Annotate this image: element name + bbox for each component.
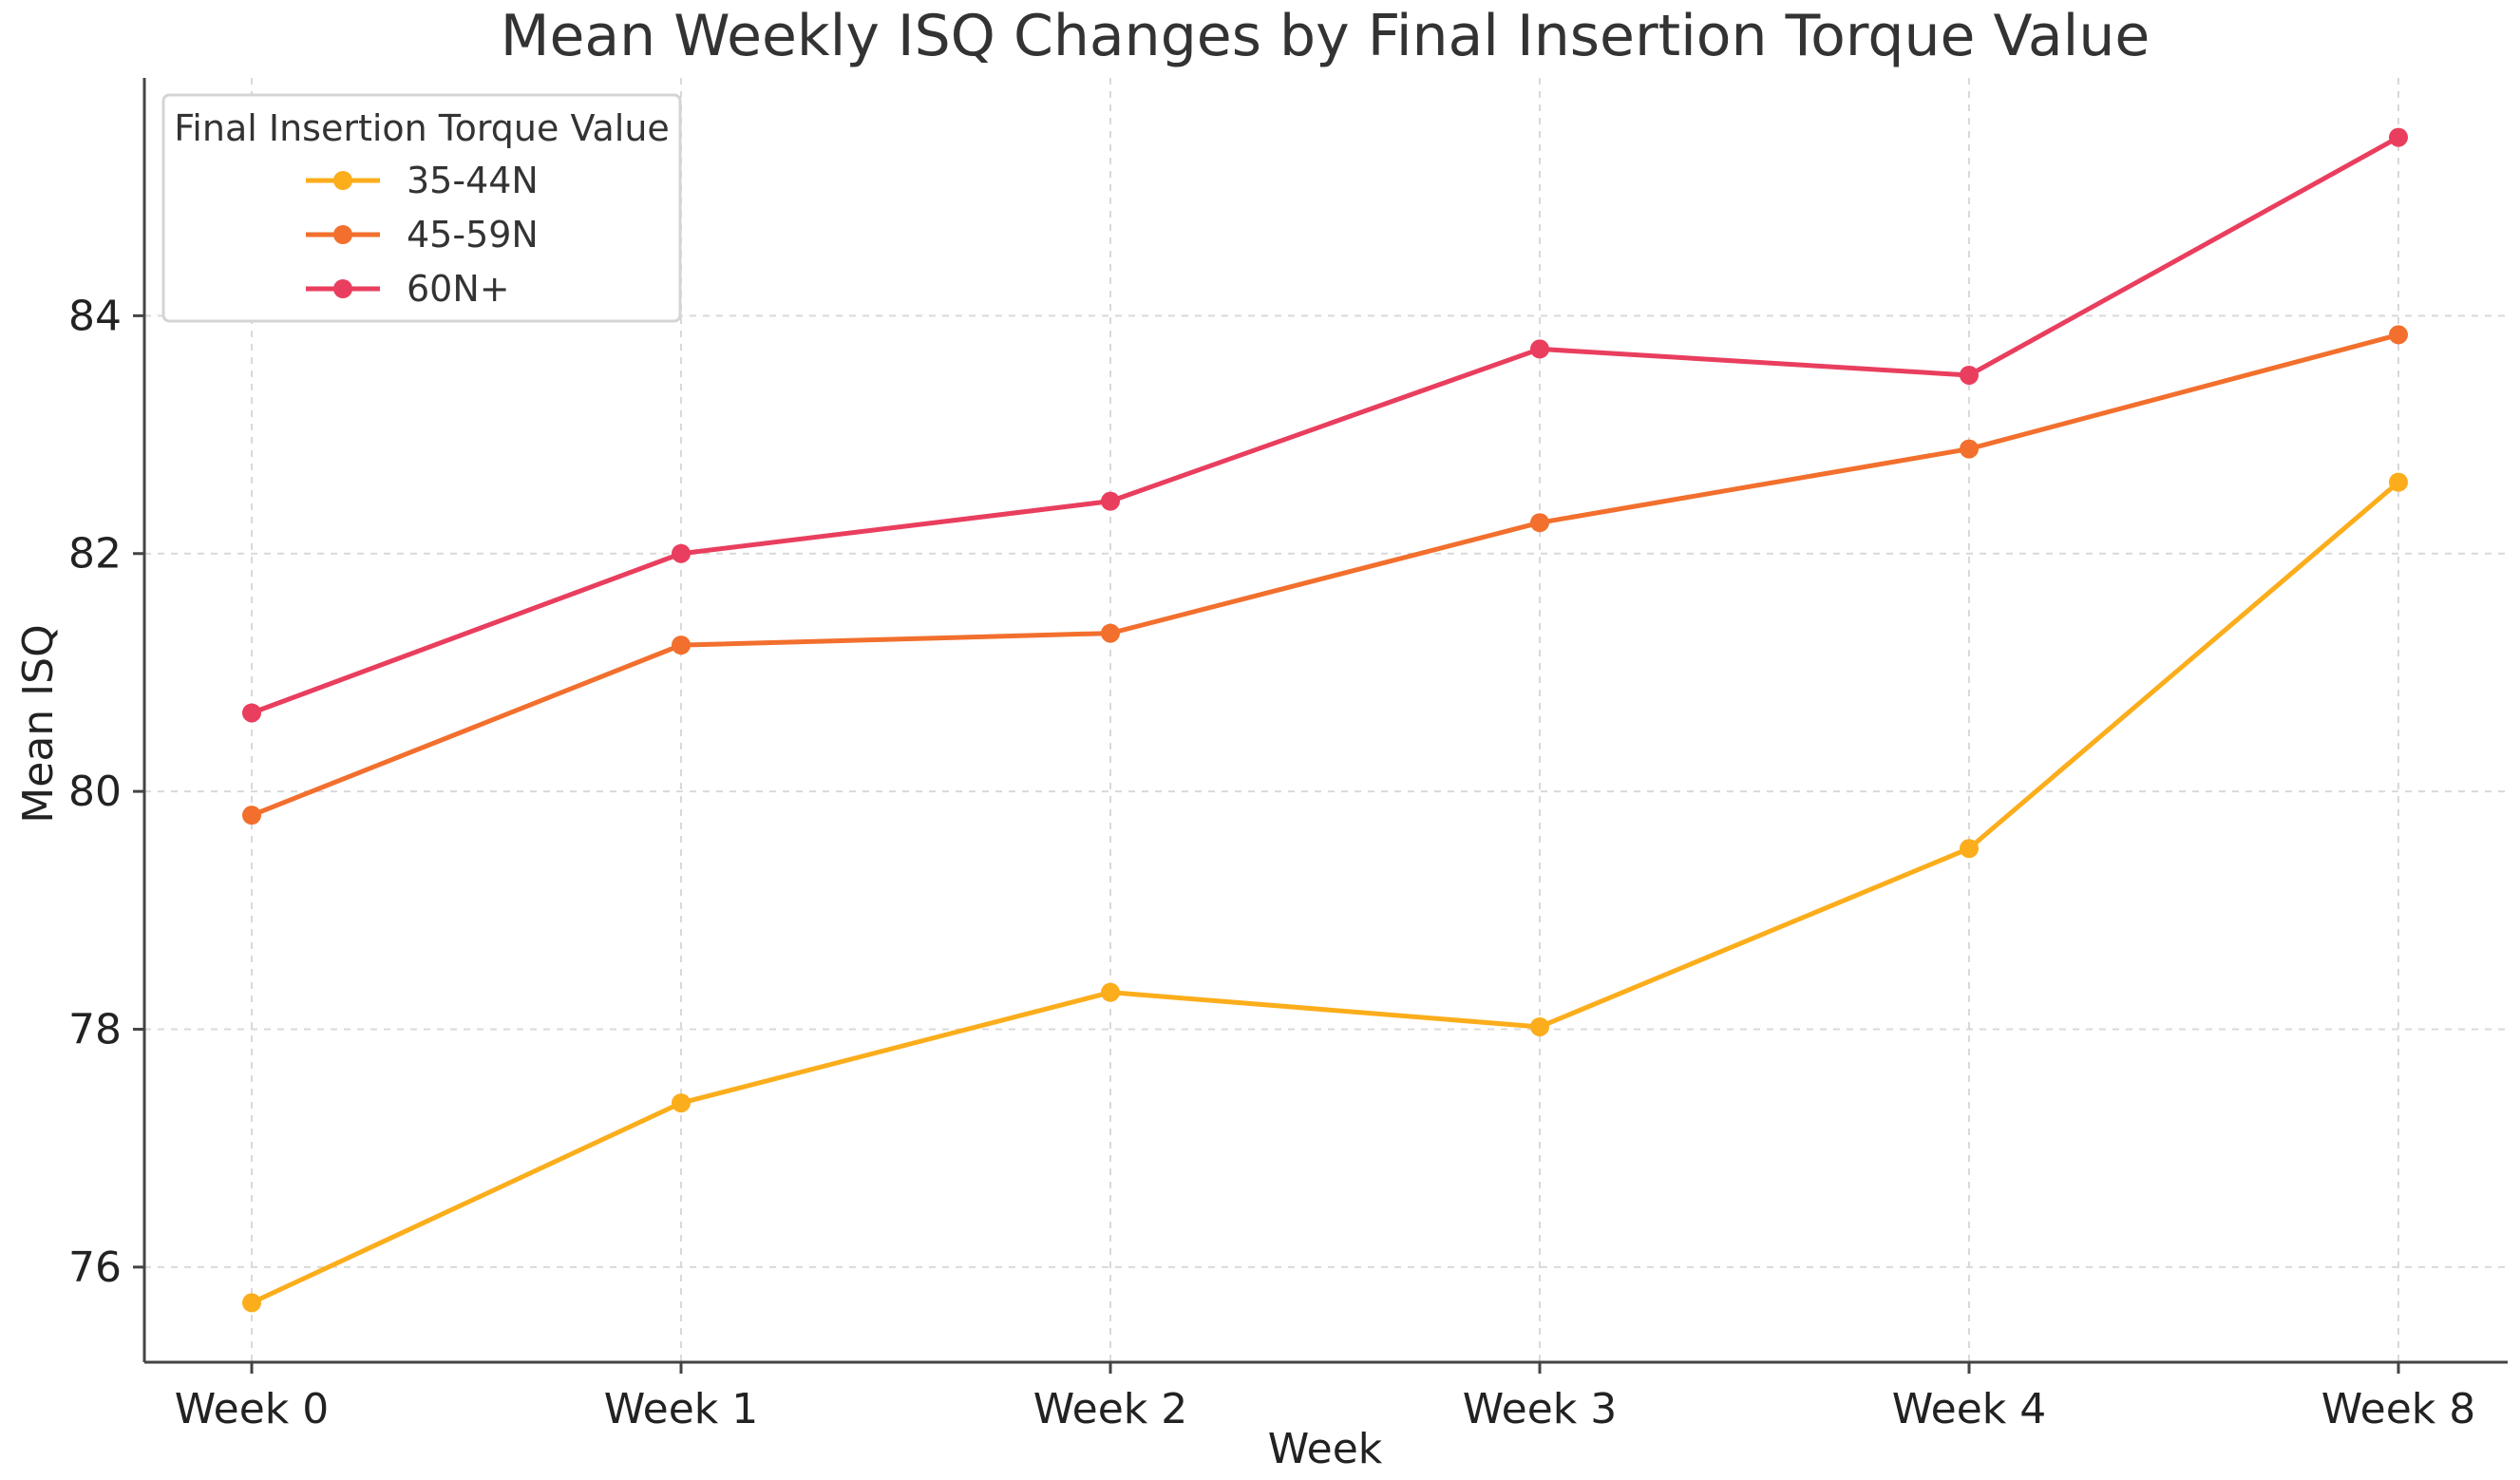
data-point-35-44n xyxy=(242,1293,261,1313)
data-point-35-44n xyxy=(2389,472,2408,492)
x-tick-label: Week 2 xyxy=(1033,1385,1188,1433)
y-axis-label: Mean ISQ xyxy=(14,624,63,823)
y-tick-label: 80 xyxy=(68,768,122,816)
legend-label: 45-59N xyxy=(407,214,539,256)
x-tick-label: Week 1 xyxy=(604,1385,759,1433)
series-35-44n xyxy=(242,472,2408,1313)
y-tick-label: 78 xyxy=(68,1005,122,1053)
legend-entry-60n: 60N+ xyxy=(306,268,510,310)
data-point-60n xyxy=(1101,491,1120,511)
x-tick-label: Week 8 xyxy=(2321,1385,2476,1433)
series-60n xyxy=(242,127,2408,723)
data-point-60n xyxy=(1960,365,1979,385)
data-point-60n xyxy=(2389,127,2408,147)
data-point-45-59n xyxy=(2389,325,2408,345)
x-tick-label: Week 3 xyxy=(1463,1385,1618,1433)
series-line-60n xyxy=(249,135,2401,715)
data-point-35-44n xyxy=(1960,839,1979,859)
data-point-45-59n xyxy=(672,636,691,655)
x-axis-label: Week xyxy=(1268,1425,1383,1473)
legend-marker xyxy=(333,171,352,190)
data-point-35-44n xyxy=(672,1093,691,1113)
y-tick-label: 76 xyxy=(68,1243,122,1292)
data-point-35-44n xyxy=(1530,1016,1549,1036)
chart-title: Mean Weekly ISQ Changes by Final Inserti… xyxy=(501,3,2151,69)
legend: Final Insertion Torque Value 35-44N 45-59… xyxy=(161,93,682,323)
axes xyxy=(133,78,2508,1374)
data-point-45-59n xyxy=(1530,513,1549,533)
x-tick-label: Week 4 xyxy=(1892,1385,2047,1433)
legend-entries: 35-44N 45-59N 60N+ xyxy=(306,160,539,310)
data-point-45-59n xyxy=(1101,623,1120,643)
tick-labels: Week 0 Week 1 Week 2 Week 3 Week 4 Week 8 76 78… xyxy=(68,292,2475,1433)
legend-label: 60N+ xyxy=(407,268,510,310)
series-line-45-59n xyxy=(249,332,2401,818)
legend-box xyxy=(161,93,682,323)
data-point-60n xyxy=(672,543,691,563)
series-line-35-44n xyxy=(249,480,2401,1305)
y-tick-label: 82 xyxy=(68,530,122,579)
data-point-35-44n xyxy=(1101,982,1120,1002)
y-tick-label: 84 xyxy=(68,292,122,340)
data-point-45-59n xyxy=(1960,439,1979,459)
data-point-45-59n xyxy=(242,806,261,825)
data-point-60n xyxy=(242,703,261,723)
series-lines xyxy=(242,127,2408,1313)
legend-entry-45-59n: 45-59N xyxy=(306,214,539,256)
legend-entry-35-44n: 35-44N xyxy=(306,160,539,201)
legend-label: 35-44N xyxy=(407,160,539,201)
legend-marker xyxy=(333,279,352,298)
legend-marker xyxy=(333,225,352,244)
x-tick-label: Week 0 xyxy=(175,1385,330,1433)
data-point-60n xyxy=(1530,339,1549,359)
legend-title: Final Insertion Torque Value xyxy=(174,107,670,149)
series-45-59n xyxy=(242,325,2408,825)
